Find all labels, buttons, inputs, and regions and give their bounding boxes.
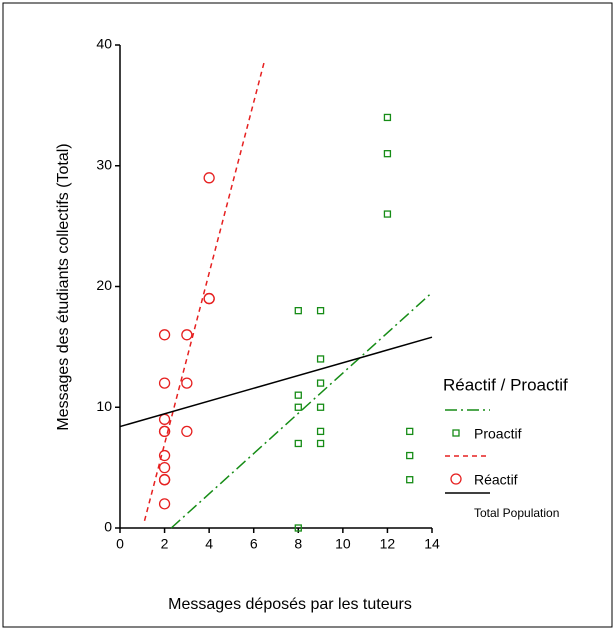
x-tick-label: 2	[161, 536, 169, 552]
legend-label: Total Population	[474, 506, 559, 520]
y-tick-label: 10	[96, 398, 112, 414]
point	[406, 476, 414, 484]
legend-marker	[452, 429, 460, 437]
x-tick-label: 0	[116, 536, 124, 552]
point	[316, 355, 325, 363]
x-tick-label: 6	[250, 536, 258, 552]
x-axis-label: Messages déposés par les tuteurs	[168, 596, 412, 613]
point	[383, 210, 392, 218]
point	[383, 150, 392, 158]
point	[316, 379, 325, 387]
fit-line	[170, 291, 433, 529]
point	[158, 449, 171, 462]
point	[203, 292, 215, 305]
point	[181, 377, 193, 389]
point	[316, 439, 325, 448]
point	[158, 474, 171, 486]
point	[316, 427, 325, 436]
y-axis-label: Messages des étudiants collectifs (Total…	[55, 143, 72, 430]
point	[294, 403, 302, 411]
point	[294, 524, 302, 532]
point	[158, 461, 171, 474]
x-tick-label: 14	[424, 536, 440, 552]
point	[316, 306, 325, 315]
point	[406, 451, 414, 460]
y-tick-label: 30	[96, 156, 112, 172]
legend-label: Proactif	[474, 426, 522, 442]
point	[316, 403, 325, 411]
y-tick-label: 20	[96, 277, 112, 293]
point	[406, 427, 414, 436]
x-tick-label: 4	[205, 536, 213, 552]
legend-title: Réactif / Proactif	[443, 375, 568, 394]
point	[203, 172, 215, 184]
x-tick-label: 12	[380, 536, 396, 552]
x-tick-label: 8	[294, 536, 302, 552]
point	[294, 439, 302, 448]
y-tick-label: 0	[104, 519, 112, 535]
point	[158, 498, 171, 510]
total-fit-line	[119, 336, 433, 428]
point	[181, 425, 193, 438]
legend-label: Réactif	[474, 472, 518, 488]
legend-marker	[450, 473, 462, 485]
fit-line	[143, 59, 266, 521]
point	[383, 113, 392, 122]
point	[181, 329, 193, 341]
point	[294, 391, 302, 399]
point	[158, 377, 171, 389]
x-tick-label: 10	[335, 536, 351, 552]
y-tick-label: 40	[96, 36, 112, 52]
point	[158, 425, 171, 438]
point	[158, 329, 171, 341]
point	[294, 306, 302, 315]
